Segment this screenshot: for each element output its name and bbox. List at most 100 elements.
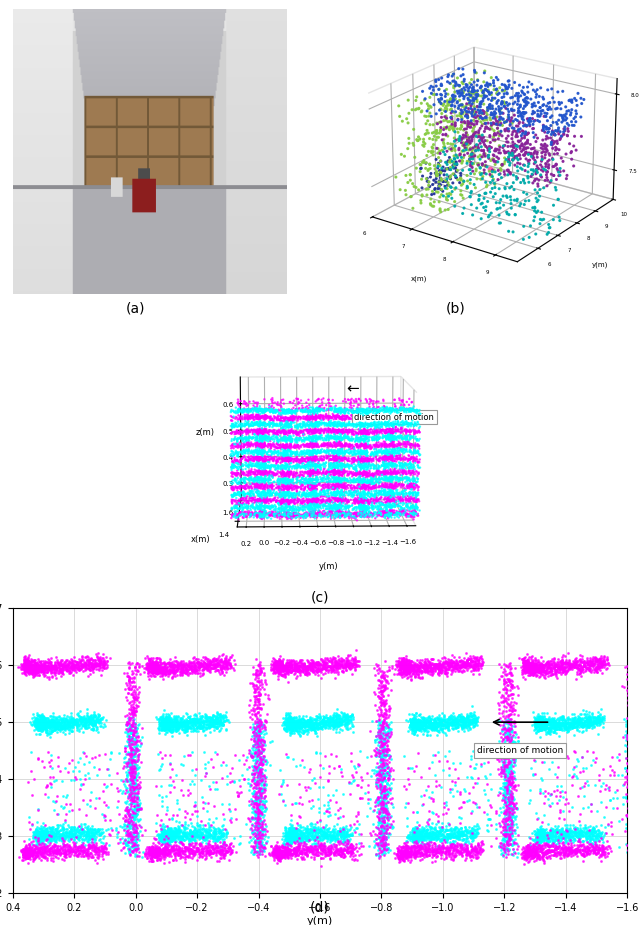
Point <box>624 836 634 851</box>
Point <box>444 760 454 775</box>
Point <box>633 735 640 750</box>
Point <box>298 825 308 840</box>
Point <box>156 837 166 852</box>
Point <box>627 832 637 846</box>
Point <box>577 651 587 666</box>
Point <box>593 658 604 672</box>
Point <box>285 830 295 845</box>
Point <box>144 672 154 686</box>
Point <box>177 665 188 680</box>
Point <box>536 719 546 734</box>
Point <box>577 662 587 677</box>
Point <box>38 849 48 864</box>
Point <box>403 657 413 672</box>
Point <box>475 841 485 856</box>
Point <box>223 653 233 668</box>
Point <box>169 821 179 836</box>
Point <box>35 714 45 729</box>
Point <box>377 829 387 844</box>
Point <box>552 841 562 856</box>
Point <box>425 727 435 742</box>
Point <box>284 717 294 732</box>
Point <box>461 653 472 668</box>
Point <box>190 665 200 680</box>
Point <box>252 768 262 783</box>
Point <box>408 823 419 838</box>
Point <box>21 658 31 672</box>
Point <box>254 809 264 824</box>
Point <box>570 820 580 834</box>
Point <box>630 775 640 790</box>
Point <box>300 851 310 866</box>
Point <box>627 729 637 744</box>
Point <box>525 665 536 680</box>
Point <box>594 709 604 724</box>
Point <box>396 850 406 865</box>
Point <box>564 660 575 675</box>
Point <box>561 842 572 857</box>
Point <box>210 660 220 675</box>
Point <box>50 715 60 730</box>
Point <box>630 804 640 819</box>
Point <box>171 717 181 732</box>
Point <box>129 760 139 775</box>
Point <box>510 660 520 675</box>
Point <box>628 746 638 761</box>
Point <box>198 666 208 681</box>
Point <box>421 849 431 864</box>
Point <box>29 660 39 675</box>
Point <box>377 831 387 845</box>
Point <box>24 841 34 856</box>
Point <box>417 718 427 733</box>
Point <box>305 712 316 727</box>
Point <box>216 721 227 735</box>
Point <box>566 837 576 852</box>
Point <box>197 657 207 672</box>
Point <box>404 660 414 674</box>
Point <box>252 754 262 769</box>
Point <box>125 807 136 821</box>
Point <box>550 827 561 842</box>
Point <box>187 713 197 728</box>
Point <box>381 727 391 742</box>
Point <box>197 827 207 842</box>
Point <box>143 845 154 860</box>
Point <box>30 823 40 838</box>
Point <box>154 846 164 861</box>
Point <box>301 659 312 673</box>
Point <box>283 838 293 853</box>
Point <box>558 648 568 663</box>
Point <box>181 662 191 677</box>
Point <box>283 831 293 845</box>
Point <box>29 716 40 731</box>
Point <box>284 710 294 725</box>
Point <box>80 658 90 672</box>
Point <box>442 716 452 731</box>
Point <box>292 660 303 675</box>
Point <box>211 810 221 825</box>
Point <box>326 661 336 676</box>
Point <box>154 719 164 734</box>
Point <box>257 822 267 837</box>
Point <box>376 778 386 793</box>
Point <box>627 802 637 817</box>
Point <box>547 657 557 672</box>
Point <box>44 848 54 863</box>
Point <box>523 843 533 857</box>
Point <box>301 716 311 731</box>
Point <box>554 824 564 839</box>
Point <box>527 657 538 672</box>
Point <box>259 733 269 747</box>
Point <box>158 717 168 732</box>
Point <box>25 657 35 672</box>
Point <box>258 697 268 711</box>
Point <box>251 822 261 837</box>
Point <box>247 810 257 825</box>
Point <box>444 817 454 832</box>
Point <box>64 654 74 669</box>
Point <box>65 654 76 669</box>
Point <box>543 839 554 854</box>
Point <box>208 846 218 861</box>
Point <box>210 826 220 841</box>
Point <box>630 756 640 771</box>
